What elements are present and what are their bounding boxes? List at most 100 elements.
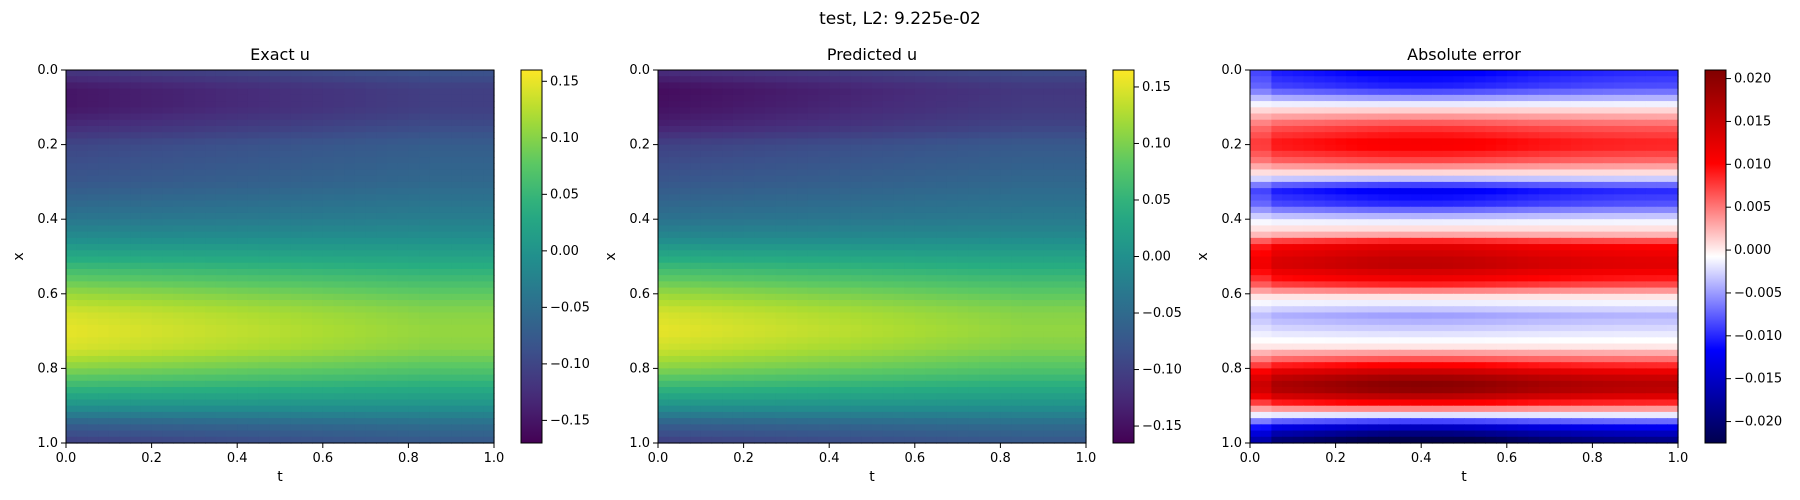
heatmap-cell	[722, 262, 734, 270]
x-tick-label: 1.0	[484, 451, 505, 466]
heatmap-cell	[312, 181, 324, 189]
heatmap-cell	[472, 318, 484, 326]
heatmap-cell	[1592, 76, 1604, 84]
heatmap-cell	[365, 107, 377, 115]
heatmap-cell	[732, 138, 745, 146]
heatmap-cell	[957, 380, 969, 388]
heatmap-cell	[732, 268, 745, 276]
heatmap-cell	[700, 268, 713, 276]
heatmap-cell	[429, 219, 442, 227]
heatmap-cell	[461, 188, 474, 195]
heatmap-cell	[658, 244, 670, 251]
heatmap-cell	[925, 399, 937, 407]
heatmap-cell	[1043, 113, 1055, 121]
colorbar-tick-label: 0.10	[1142, 136, 1171, 151]
heatmap-cell	[354, 268, 367, 276]
heatmap-cell	[968, 300, 980, 307]
heatmap-cell	[376, 399, 388, 407]
heatmap-cell	[419, 324, 431, 332]
heatmap-cell	[861, 119, 873, 127]
heatmap-cell	[765, 393, 777, 401]
heatmap-cell	[1335, 82, 1347, 90]
heatmap-cell	[215, 275, 228, 282]
heatmap-cell	[807, 225, 820, 233]
heatmap-cell	[925, 125, 937, 133]
heatmap-cell	[173, 418, 185, 425]
heatmap-cell	[237, 387, 249, 394]
heatmap-cell	[140, 107, 153, 115]
heatmap-cell	[700, 387, 713, 394]
heatmap-cell	[711, 355, 723, 363]
heatmap-cell	[151, 206, 163, 214]
heatmap-cell	[1064, 119, 1076, 127]
heatmap-cell	[904, 237, 916, 245]
heatmap-cell	[151, 250, 163, 258]
heatmap-cell	[775, 194, 787, 202]
heatmap-cell	[1075, 200, 1087, 208]
heatmap-cell	[354, 144, 367, 152]
heatmap-cell	[1000, 355, 1012, 363]
heatmap-cell	[215, 94, 228, 102]
heatmap-cell	[957, 349, 969, 357]
heatmap-cell	[1635, 70, 1647, 77]
heatmap-cell	[797, 374, 809, 382]
heatmap-cell	[807, 293, 820, 301]
heatmap-cell	[775, 94, 787, 102]
heatmap-cell	[483, 82, 495, 90]
heatmap-cell	[162, 163, 174, 171]
heatmap-cell	[215, 355, 228, 363]
heatmap-cell	[989, 200, 1001, 208]
heatmap-cell	[754, 343, 766, 351]
heatmap-cell	[376, 281, 388, 289]
heatmap-cell	[483, 424, 495, 432]
heatmap-cell	[151, 113, 163, 121]
heatmap-cell	[280, 293, 292, 301]
heatmap-cell	[1000, 424, 1012, 432]
heatmap-cell	[925, 163, 937, 171]
heatmap-cell	[722, 411, 734, 419]
heatmap-cell	[87, 212, 99, 220]
heatmap-cell	[765, 169, 777, 177]
heatmap-cell	[461, 374, 474, 382]
heatmap-cell	[76, 262, 88, 270]
heatmap-cell	[205, 212, 217, 220]
heatmap-cell	[818, 300, 830, 307]
heatmap-cell	[387, 237, 399, 245]
heatmap-cell	[979, 244, 991, 251]
heatmap-cell	[893, 157, 905, 164]
heatmap-cell	[797, 418, 809, 425]
heatmap-cell	[914, 244, 927, 251]
heatmap-cell	[376, 275, 388, 282]
heatmap-cell	[968, 281, 980, 289]
heatmap-cell	[461, 343, 474, 351]
heatmap-cell	[872, 337, 884, 345]
heatmap-cell	[839, 225, 852, 233]
heatmap-cell	[269, 181, 281, 189]
heatmap-cell	[668, 188, 680, 195]
heatmap-cell	[451, 125, 463, 133]
heatmap-cell	[957, 287, 969, 295]
heatmap-cell	[829, 88, 841, 96]
heatmap-cell	[387, 88, 399, 96]
heatmap-cell	[312, 175, 324, 183]
heatmap-cell	[690, 306, 702, 314]
heatmap-cell	[1053, 163, 1066, 171]
heatmap-cell	[711, 318, 723, 326]
heatmap-cell	[98, 275, 110, 282]
heatmap-cell	[76, 281, 88, 289]
heatmap-cell	[914, 368, 927, 376]
heatmap-cell	[312, 275, 324, 282]
heatmap-cell	[754, 300, 766, 307]
heatmap-cell	[668, 82, 680, 90]
heatmap-cell	[925, 194, 937, 202]
heatmap-cell	[66, 119, 78, 127]
heatmap-cell	[829, 287, 841, 295]
heatmap-cell	[1032, 331, 1044, 338]
heatmap-cell	[205, 405, 217, 413]
heatmap-cell	[850, 300, 862, 307]
heatmap-cell	[173, 362, 185, 369]
heatmap-cell	[1075, 225, 1087, 233]
heatmap-cell	[344, 188, 356, 195]
heatmap-cell	[440, 132, 452, 139]
heatmap-cell	[237, 405, 249, 413]
